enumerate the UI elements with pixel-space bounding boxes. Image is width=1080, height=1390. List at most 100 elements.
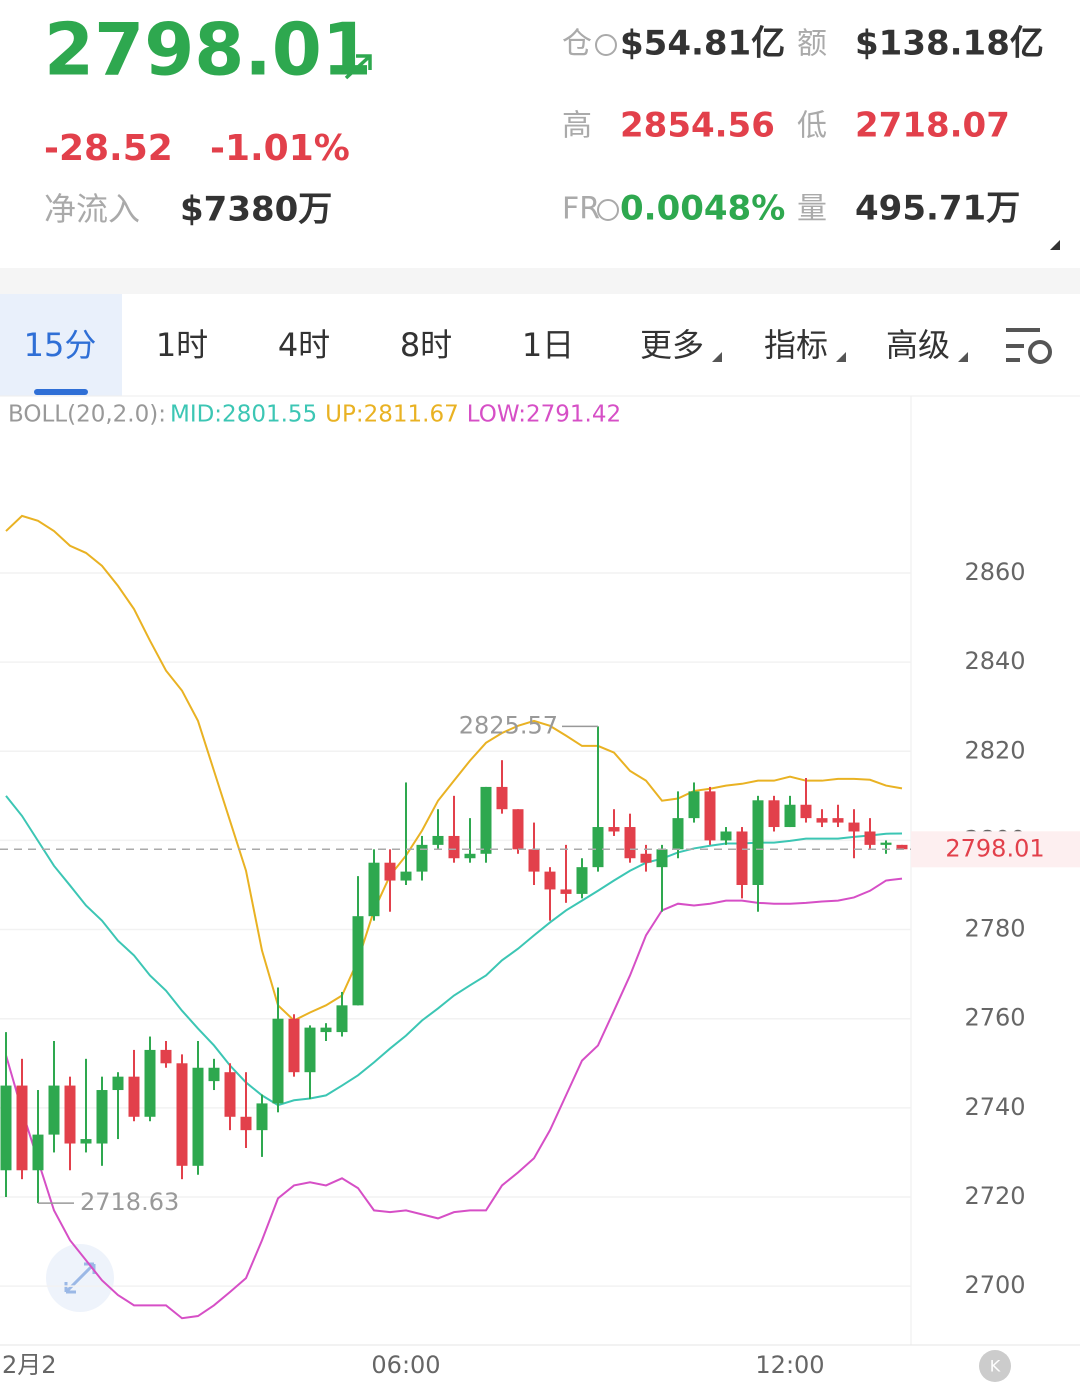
x-tick-label: 2月2 bbox=[2, 1351, 57, 1379]
candle-body bbox=[704, 791, 716, 841]
k-button[interactable] bbox=[979, 1350, 1011, 1382]
candle-body bbox=[496, 786, 508, 810]
high-annotation: 2825.57 bbox=[459, 711, 558, 739]
candle-body bbox=[0, 1085, 12, 1171]
settings-icon[interactable] bbox=[1006, 328, 1052, 364]
low-annotation: 2718.63 bbox=[80, 1188, 179, 1216]
x-tick-label: 06:00 bbox=[371, 1351, 440, 1379]
candle-body bbox=[560, 889, 572, 894]
candle-body bbox=[192, 1067, 204, 1166]
trend-arrow bbox=[344, 54, 372, 80]
candle-body bbox=[96, 1090, 108, 1144]
y-tick-label: 2860 bbox=[964, 558, 1025, 586]
zoom-icon bbox=[64, 1262, 96, 1294]
legend-entry: MID:2801.55 bbox=[170, 402, 317, 428]
stat-value: 495.71万 bbox=[855, 189, 1020, 229]
candle-body bbox=[464, 853, 476, 859]
candle-body bbox=[80, 1139, 92, 1144]
candle-body bbox=[240, 1116, 252, 1131]
candle-body bbox=[112, 1076, 124, 1091]
separator bbox=[0, 268, 1080, 294]
candle-body bbox=[432, 835, 444, 845]
candle-body bbox=[752, 800, 764, 885]
help-icon[interactable] bbox=[595, 34, 617, 56]
dropdown-mark bbox=[958, 352, 968, 362]
candle-body bbox=[352, 916, 364, 1006]
candle-body bbox=[528, 849, 540, 872]
candle-body bbox=[208, 1067, 220, 1082]
change-pct: -1.01% bbox=[210, 128, 350, 169]
candle-body bbox=[608, 827, 620, 832]
stat-value: $54.81亿 bbox=[620, 24, 785, 64]
help-icon[interactable] bbox=[597, 199, 619, 221]
candle-body bbox=[128, 1076, 140, 1117]
candle-body bbox=[576, 867, 588, 894]
candle-body bbox=[736, 831, 748, 885]
last-price-label: 2798.01 bbox=[945, 834, 1044, 862]
candle-body bbox=[880, 842, 892, 845]
candle-body bbox=[832, 818, 844, 823]
candle-body bbox=[896, 844, 908, 850]
tab[interactable]: 指标 bbox=[764, 326, 828, 364]
boll-line bbox=[5, 514, 903, 1022]
candle-body bbox=[320, 1027, 332, 1033]
dropdown-mark bbox=[836, 352, 846, 362]
candle-body bbox=[784, 804, 796, 828]
last-price-bg bbox=[911, 831, 1080, 868]
y-tick-label: 2720 bbox=[964, 1182, 1025, 1210]
tab[interactable]: 1时 bbox=[156, 326, 208, 364]
tab[interactable]: 15分 bbox=[24, 326, 97, 364]
stat-label: 高 bbox=[562, 109, 592, 144]
active-tab-underline bbox=[34, 389, 88, 395]
stat-value: $138.18亿 bbox=[855, 24, 1044, 64]
stat-label: 额 bbox=[797, 27, 827, 62]
active-tab-bg bbox=[0, 294, 122, 396]
candle-body bbox=[640, 853, 652, 863]
candle-body bbox=[448, 835, 460, 859]
candle-body bbox=[688, 791, 700, 819]
candle-body bbox=[64, 1085, 76, 1144]
tab[interactable]: 更多 bbox=[640, 326, 704, 364]
stat-value: 2854.56 bbox=[620, 106, 775, 146]
candle-body bbox=[336, 1005, 348, 1033]
change: -28.52 bbox=[44, 128, 173, 169]
legend-entry: LOW:2791.42 bbox=[467, 402, 621, 428]
tab[interactable]: 4时 bbox=[278, 326, 330, 364]
inflow-label: 净流入 bbox=[44, 190, 140, 228]
candle-body bbox=[864, 831, 876, 845]
y-tick-label: 2820 bbox=[964, 736, 1025, 764]
y-tick-label: 2760 bbox=[964, 1004, 1025, 1032]
candle-body bbox=[16, 1085, 28, 1171]
candle-body bbox=[176, 1063, 188, 1166]
y-tick-label: 2780 bbox=[964, 915, 1025, 943]
stat-label: 量 bbox=[797, 192, 827, 227]
candle-body bbox=[416, 844, 428, 872]
candle-body bbox=[656, 849, 668, 868]
candle-body bbox=[848, 822, 860, 832]
candle-body bbox=[816, 818, 828, 823]
candle-body bbox=[304, 1027, 316, 1073]
candle-body bbox=[720, 831, 732, 841]
tab[interactable]: 8时 bbox=[400, 326, 452, 364]
candle-body bbox=[144, 1049, 156, 1117]
candle-body bbox=[400, 871, 412, 881]
y-tick-label: 2740 bbox=[964, 1093, 1025, 1121]
candle-body bbox=[288, 1018, 300, 1073]
stat-value: 0.0048% bbox=[620, 189, 785, 229]
tab[interactable]: 1日 bbox=[522, 326, 574, 364]
stat-label: 低 bbox=[797, 109, 827, 144]
y-tick-label: 2840 bbox=[964, 647, 1025, 675]
candle-body bbox=[624, 827, 636, 859]
candle-body bbox=[160, 1049, 172, 1064]
tab[interactable]: 高级 bbox=[886, 326, 950, 364]
expand-corner[interactable] bbox=[1050, 240, 1060, 250]
x-tick-label: 12:00 bbox=[755, 1351, 824, 1379]
price: 2798.01 bbox=[44, 8, 372, 92]
candle-body bbox=[480, 786, 492, 854]
k-button-icon: K bbox=[990, 1357, 1001, 1376]
candle-body bbox=[592, 827, 604, 868]
candle-body bbox=[368, 862, 380, 917]
stat-value: 2718.07 bbox=[855, 106, 1010, 146]
candle-body bbox=[672, 818, 684, 850]
